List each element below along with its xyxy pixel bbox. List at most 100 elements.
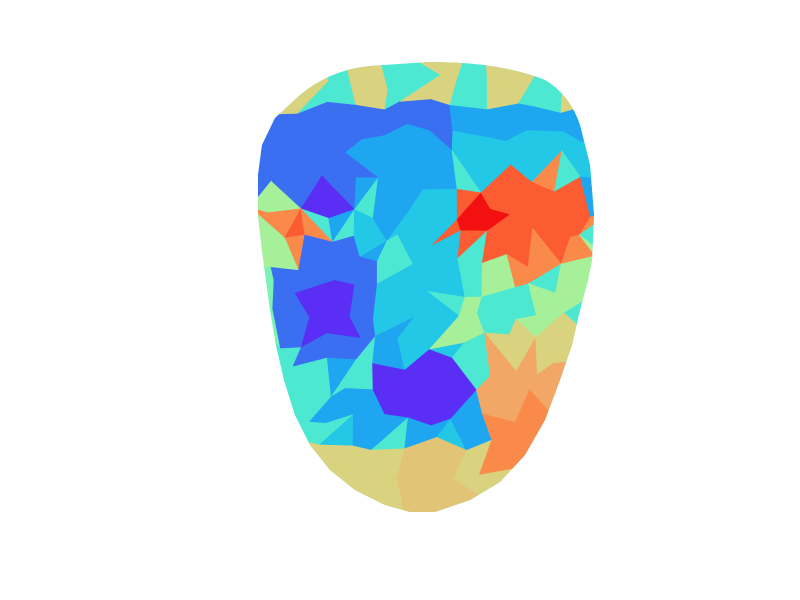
mesh-triangle xyxy=(250,528,272,549)
mesh-triangle xyxy=(589,260,594,298)
mesh-triangle xyxy=(579,209,594,236)
mesh-triangle xyxy=(298,469,321,489)
mesh-triangle xyxy=(424,496,467,512)
mesh-triangle xyxy=(580,492,594,512)
mesh-triangle xyxy=(562,62,583,87)
mesh-triangle xyxy=(258,359,277,403)
mesh-triangle xyxy=(580,473,594,498)
mesh-triangle xyxy=(309,488,324,512)
mesh-triangle xyxy=(319,488,358,512)
mesh-triangle xyxy=(308,530,333,549)
mesh-triangle xyxy=(258,440,268,477)
mesh-triangle xyxy=(587,524,614,549)
mesh-triangle xyxy=(466,514,489,549)
mesh-triangle xyxy=(529,527,561,549)
mesh-triangle xyxy=(579,176,594,218)
mesh-triangle xyxy=(587,524,614,549)
mesh-triangle xyxy=(258,103,282,129)
mesh-triangle xyxy=(579,297,594,314)
mesh-triangle xyxy=(297,487,320,512)
mesh-triangle xyxy=(580,77,594,104)
mesh-triangle xyxy=(318,487,359,512)
mesh-triangle xyxy=(266,418,311,445)
mesh-triangle xyxy=(506,442,545,470)
mesh-triangle xyxy=(258,390,273,426)
mesh-triangle xyxy=(516,518,541,549)
mesh-triangle xyxy=(385,518,410,549)
mesh-triangle xyxy=(580,358,594,393)
mesh-triangle xyxy=(579,150,594,180)
mesh-triangle xyxy=(534,62,568,79)
mesh-triangle xyxy=(258,348,282,371)
mesh-triangle xyxy=(580,102,594,143)
mesh-triangle xyxy=(267,75,298,116)
mesh-triangle xyxy=(258,400,276,426)
mesh-triangle xyxy=(480,499,517,512)
mesh-triangle xyxy=(580,62,594,87)
mesh-triangle xyxy=(511,468,544,501)
mesh-triangle xyxy=(465,499,489,512)
mesh-triangle xyxy=(266,490,311,512)
mesh-triangle xyxy=(404,518,434,549)
mesh-triangle xyxy=(581,473,594,495)
mesh-triangle xyxy=(258,487,268,512)
mesh-triangle xyxy=(585,438,594,475)
mesh-triangle xyxy=(559,527,589,549)
mesh-triangle xyxy=(589,255,594,298)
mesh-triangle xyxy=(588,312,594,343)
mesh-triangle xyxy=(311,517,333,549)
mesh-triangle xyxy=(555,461,593,495)
mesh-triangle xyxy=(553,390,594,419)
mesh-triangle xyxy=(357,519,384,549)
mesh-triangle xyxy=(275,62,306,77)
mesh-triangle xyxy=(258,72,277,106)
mesh-triangle xyxy=(588,284,594,314)
mesh-triangle xyxy=(540,499,560,512)
mesh-triangle xyxy=(579,368,594,392)
mesh-triangle xyxy=(266,443,301,474)
mesh-triangle xyxy=(333,519,361,549)
mesh-triangle xyxy=(258,62,277,77)
mesh-triangle xyxy=(542,442,570,463)
mesh-triangle xyxy=(258,347,282,371)
mesh-triangle xyxy=(298,441,320,474)
mesh-triangle xyxy=(266,421,310,445)
mesh-triangle xyxy=(258,75,277,116)
mesh-triangle xyxy=(481,520,516,549)
mesh-triangle xyxy=(515,499,544,512)
mesh-triangle xyxy=(323,517,357,549)
mesh-triangle xyxy=(585,410,594,452)
mesh-triangle xyxy=(258,472,278,492)
mesh-triangle xyxy=(385,518,405,549)
mesh-triangle xyxy=(542,461,567,501)
mesh-triangle xyxy=(554,389,582,419)
mesh-triangle xyxy=(348,489,383,512)
mesh-triangle xyxy=(581,62,594,88)
mesh-triangle xyxy=(258,443,278,477)
mesh-triangle xyxy=(579,389,594,418)
mesh-triangle xyxy=(357,519,385,549)
mesh-triangle xyxy=(275,62,304,77)
mesh-triangle xyxy=(404,518,434,549)
mesh-triangle xyxy=(541,447,556,464)
mesh-triangle xyxy=(515,493,544,512)
mesh-triangle xyxy=(448,497,489,512)
mesh-triangle xyxy=(258,62,277,77)
mesh-triangle xyxy=(298,444,321,474)
mesh-triangle xyxy=(511,463,544,501)
mesh-triangle xyxy=(555,461,583,495)
mesh-triangle xyxy=(258,424,268,445)
mesh-triangles xyxy=(250,62,614,549)
mesh-triangle xyxy=(554,449,593,479)
mesh-triangle xyxy=(429,514,467,549)
mesh-triangle xyxy=(579,101,594,143)
mesh-triangle xyxy=(450,514,490,549)
mesh-triangle xyxy=(297,472,320,507)
mesh-triangle xyxy=(566,62,592,87)
mesh-triangle xyxy=(258,418,276,445)
mesh-triangle xyxy=(578,230,594,262)
mesh-triangle xyxy=(541,461,556,501)
mesh-triangle xyxy=(529,518,559,549)
mesh-triangle xyxy=(588,335,594,371)
